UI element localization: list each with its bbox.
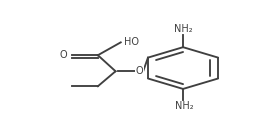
Text: NH₂: NH₂ xyxy=(174,24,192,34)
Text: HO: HO xyxy=(124,37,139,47)
Text: O: O xyxy=(60,50,68,60)
Text: NH₂: NH₂ xyxy=(175,101,193,111)
Text: O: O xyxy=(136,66,143,76)
